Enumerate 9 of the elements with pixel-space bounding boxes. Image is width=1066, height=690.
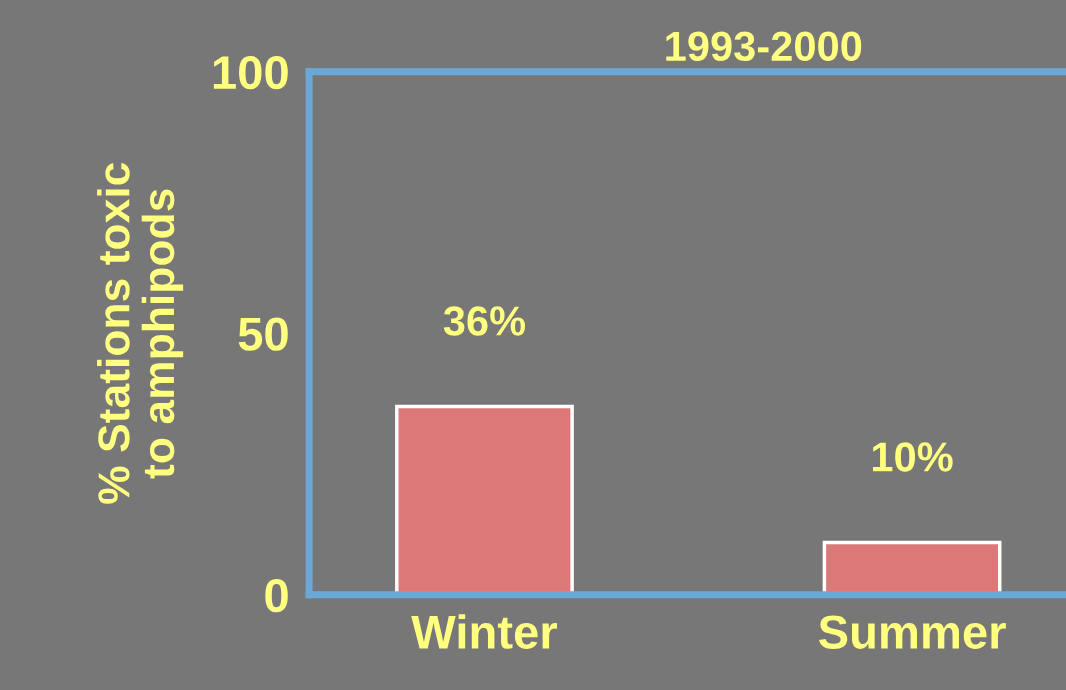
x-tick-label: Summer [818, 615, 1006, 649]
data-label: 10% [872, 442, 953, 472]
x-tick-label: Winter [411, 614, 557, 649]
y-tick-label: 0 [265, 578, 288, 613]
chart-title: 1993-2000 [666, 31, 862, 62]
data-label: 36% [443, 306, 526, 336]
y-tick-label: 100 [213, 55, 288, 90]
y-tick-label: 50 [238, 317, 288, 351]
y-axis-title: % Stations toxic to amphipods [97, 162, 184, 504]
